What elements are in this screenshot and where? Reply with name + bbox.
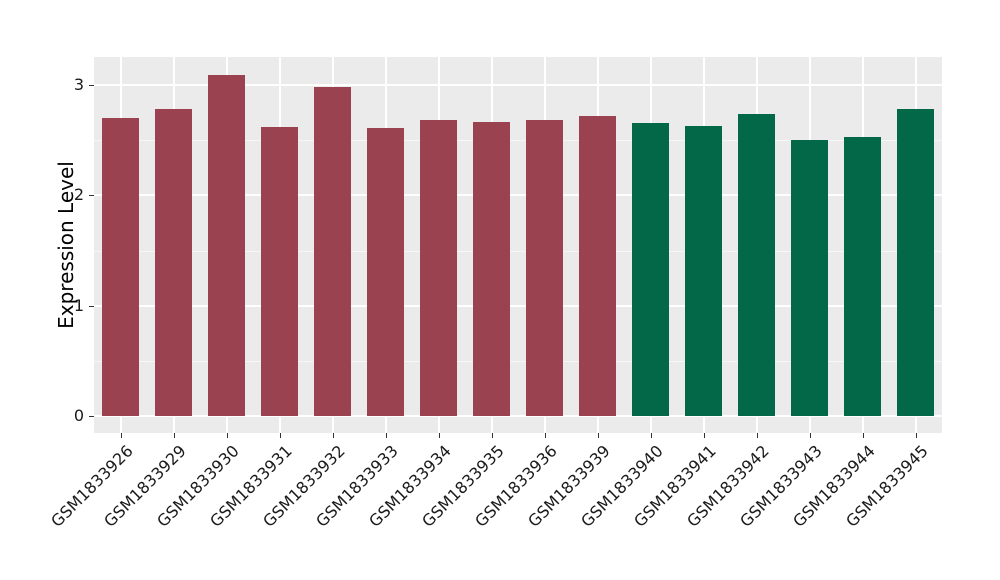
gridline-minor-y: [94, 251, 942, 252]
y-tick-label: 0: [73, 406, 84, 425]
bar-GSM1833930: [208, 75, 245, 416]
gridline-major-y: [94, 415, 942, 417]
x-tick-mark: [333, 433, 334, 438]
bar-GSM1833940: [632, 123, 669, 416]
gridline-major-y: [94, 305, 942, 307]
bar-GSM1833935: [473, 122, 510, 416]
y-tick-mark: [89, 195, 94, 196]
x-tick-mark: [651, 433, 652, 438]
x-tick-mark: [916, 433, 917, 438]
x-tick-mark: [439, 433, 440, 438]
bar-GSM1833944: [844, 137, 881, 416]
gridline-major-y: [94, 194, 942, 196]
x-tick-mark: [280, 433, 281, 438]
y-tick-label: 3: [73, 75, 84, 94]
bar-GSM1833933: [367, 128, 404, 416]
gridline-minor-y: [94, 140, 942, 141]
bar-GSM1833931: [261, 127, 298, 416]
x-tick-mark: [545, 433, 546, 438]
plot-panel: [94, 57, 942, 433]
x-tick-mark: [492, 433, 493, 438]
x-tick-mark: [121, 433, 122, 438]
x-tick-mark: [810, 433, 811, 438]
x-tick-mark: [598, 433, 599, 438]
gridline-major-y: [94, 84, 942, 86]
y-tick-mark: [89, 416, 94, 417]
bar-GSM1833936: [526, 120, 563, 416]
y-tick-mark: [89, 306, 94, 307]
y-tick-label: 1: [73, 296, 84, 315]
gridline-minor-y: [94, 361, 942, 362]
y-tick-mark: [89, 85, 94, 86]
bar-GSM1833939: [579, 116, 616, 416]
x-tick-mark: [704, 433, 705, 438]
bar-GSM1833932: [314, 87, 351, 416]
bar-GSM1833942: [738, 114, 775, 416]
bar-GSM1833941: [685, 126, 722, 416]
bar-GSM1833929: [155, 109, 192, 416]
bar-GSM1833945: [897, 109, 934, 416]
bar-GSM1833934: [420, 120, 457, 416]
bar-GSM1833926: [102, 118, 139, 416]
x-tick-mark: [227, 433, 228, 438]
bar-GSM1833943: [791, 140, 828, 416]
y-tick-label: 2: [73, 185, 84, 204]
x-tick-mark: [757, 433, 758, 438]
x-tick-mark: [174, 433, 175, 438]
x-tick-mark: [386, 433, 387, 438]
x-tick-mark: [863, 433, 864, 438]
